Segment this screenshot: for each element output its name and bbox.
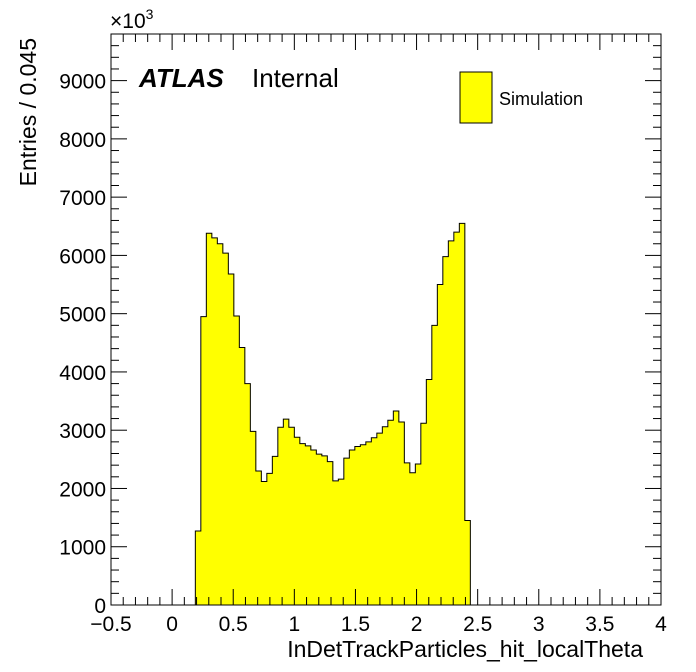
histogram-bin [222, 253, 229, 605]
histogram-bin [338, 479, 345, 605]
y-axis-multiplier: ×103 [110, 6, 154, 33]
histogram-bin [404, 462, 411, 605]
y-tick-label: 3000 [59, 420, 106, 443]
histogram-bin [299, 443, 306, 605]
histogram-bin [354, 446, 361, 605]
histogram-bin [200, 316, 207, 605]
histogram-bin [415, 463, 422, 605]
histogram-bin [206, 233, 213, 606]
histogram-bin [233, 316, 240, 605]
histogram-bin [255, 470, 262, 605]
histogram-bin [393, 410, 400, 605]
atlas-internal-label: Internal [252, 63, 339, 93]
histogram-bin [228, 274, 235, 605]
histogram-bin [239, 347, 246, 605]
histogram-outline [194, 222, 471, 605]
histogram-bin [244, 383, 251, 605]
y-tick-label: 9000 [59, 71, 106, 94]
histogram-bin [420, 423, 427, 605]
histogram-bin [453, 232, 460, 605]
histogram-bars [194, 222, 471, 606]
histogram-bin [332, 480, 339, 605]
histogram-bin [431, 325, 438, 605]
x-tick-label: 2.5 [463, 613, 492, 636]
y-tick-label: 7000 [59, 187, 106, 210]
histogram-bin [365, 441, 372, 605]
histogram-bin [327, 461, 334, 605]
x-axis: −0.5 0 0.5 1 1.5 2 2.5 3 3.5 4 [90, 34, 667, 636]
histogram-bin [261, 481, 268, 605]
histogram-bin [321, 455, 328, 605]
histogram-bin [266, 473, 273, 605]
x-axis-title: InDetTrackParticles_hit_localTheta [287, 636, 643, 662]
y-tick-label: 5000 [59, 304, 106, 327]
histogram-bin [442, 256, 449, 605]
y-tick-label: 1000 [59, 537, 106, 560]
histogram-bin [387, 420, 394, 605]
histogram-bin [459, 223, 466, 605]
histogram-bin [349, 450, 356, 605]
histogram-bin [360, 444, 367, 605]
x-tick-label: 2 [411, 613, 423, 636]
y-tick-label: 2000 [59, 478, 106, 501]
histogram-bin [376, 433, 383, 605]
histogram-bin [310, 450, 317, 605]
histogram-bin [371, 437, 378, 605]
histogram-bin [250, 431, 257, 605]
x-tick-label: 1 [288, 613, 300, 636]
x-tick-label: 3 [533, 613, 545, 636]
x-tick-label: 3.5 [585, 613, 614, 636]
histogram-bin [211, 237, 218, 605]
histogram-bin [272, 456, 279, 605]
histogram-bin [277, 427, 284, 605]
histogram-bin [464, 520, 471, 605]
histogram-bin [409, 472, 416, 605]
y-axis: 0 1000 2000 3000 4000 5000 6000 7000 8000 9000 [59, 33, 661, 618]
y-tick-label: 0 [94, 595, 106, 618]
y-tick-label: 6000 [59, 245, 106, 268]
histogram-bin [316, 454, 323, 605]
histogram-bin [195, 531, 202, 605]
histogram-bin [437, 284, 444, 605]
histogram-bin [398, 422, 405, 605]
legend-label-simulation: Simulation [499, 89, 583, 109]
histogram-bin [288, 427, 295, 605]
histogram-bin [283, 419, 290, 605]
histogram-bin [382, 426, 389, 605]
x-tick-label: 0 [166, 613, 178, 636]
y-tick-label: 4000 [59, 362, 106, 385]
x-tick-label: −0.5 [90, 613, 131, 636]
histogram-bin [217, 243, 224, 605]
histogram-bin [305, 445, 312, 605]
y-axis-title: Entries / 0.045 [15, 38, 41, 186]
histogram-bin [426, 379, 433, 605]
legend-swatch [459, 71, 493, 124]
x-tick-label: 4 [655, 613, 667, 636]
plot-frame [110, 33, 662, 606]
x-tick-label: 1.5 [341, 613, 370, 636]
atlas-label: ATLAS [138, 63, 224, 93]
histogram-bin [343, 458, 350, 605]
histogram-bin [294, 437, 301, 605]
y-tick-label: 8000 [59, 129, 106, 152]
histogram-bin [448, 240, 455, 605]
x-tick-label: 0.5 [219, 613, 248, 636]
